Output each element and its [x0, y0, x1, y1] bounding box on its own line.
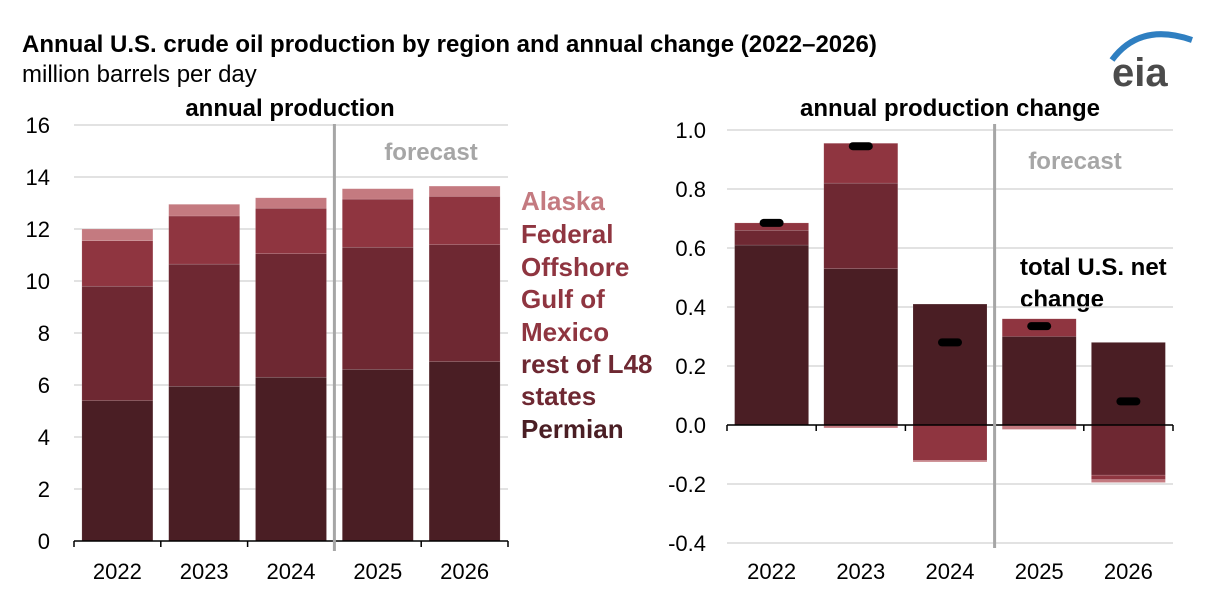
change-xtick-label: 2026 [1104, 559, 1153, 584]
production-bar-alaska-2026 [428, 185, 501, 197]
change-panel-title: annual production change [800, 95, 1100, 122]
change-xtick-label: 2024 [926, 559, 975, 584]
legend-alaska: Alaska [521, 186, 605, 216]
chart-title: Annual U.S. crude oil production by regi… [22, 31, 877, 58]
eia-logo-arc [1109, 31, 1193, 62]
change-net-change-marker-2023 [848, 142, 873, 151]
change-ytick-label: 1.0 [675, 118, 706, 143]
production-bar-alaska-2025 [342, 188, 414, 200]
production-xtick-label: 2025 [353, 559, 402, 584]
production-bar-rest-of-l48-states-2023 [168, 263, 240, 387]
production-panel-title: annual production [185, 95, 394, 122]
change-bar-gulf-of-mexico-2026 [1091, 474, 1166, 480]
production-bar-gulf-of-mexico-2023 [168, 215, 240, 265]
production-bar-gulf-of-mexico-2022 [81, 240, 154, 287]
change-bar-rest-of-l48-states-2026 [1091, 424, 1166, 476]
change-xtick-label: 2023 [836, 559, 885, 584]
legend-rest-of-l48: rest of L48 [521, 349, 653, 379]
production-ytick-label: 0 [38, 529, 50, 554]
production-bar-rest-of-l48-states-2026 [428, 244, 501, 362]
change-bar-permian-2023 [823, 268, 899, 426]
change-net-change-marker-2024 [938, 338, 962, 347]
production-bar-permian-2022 [81, 400, 154, 542]
change-bar-alaska-2026 [1091, 479, 1166, 483]
production-xtick-label: 2023 [180, 559, 229, 584]
legend-states: states [521, 381, 596, 411]
eia-logo-text: eia [1112, 51, 1168, 95]
change-bar-rest-of-l48-states-2023 [823, 182, 899, 269]
production-xtick-label: 2022 [93, 559, 142, 584]
change-bar-rest-of-l48-states-2022 [734, 230, 809, 246]
change-panel: annual production change forecast total … [668, 95, 1174, 584]
production-ytick-label: 10 [26, 269, 50, 294]
production-marks: 0 2 4 6 8 10 12 14 16 2022 2023 2024 2025 2026 [26, 113, 509, 584]
production-ytick-label: 8 [38, 321, 50, 346]
legend-permian: Permian [521, 414, 624, 444]
production-xtick-label: 2026 [440, 559, 489, 584]
production-ytick-label: 12 [26, 217, 50, 242]
change-xtick-label: 2022 [747, 559, 796, 584]
production-bar-gulf-of-mexico-2024 [255, 207, 327, 254]
eia-logo: eia [1109, 31, 1193, 95]
production-bar-permian-2023 [168, 386, 240, 542]
change-bar-permian-2026 [1091, 342, 1166, 426]
production-bar-permian-2025 [342, 369, 414, 542]
change-ytick-label: -0.2 [668, 472, 706, 497]
change-ytick-label: 0.6 [675, 236, 706, 261]
chart-subtitle: million barrels per day [22, 61, 257, 88]
production-bar-alaska-2024 [255, 197, 327, 209]
change-net-change-marker-2026 [1116, 397, 1141, 406]
net-change-annotation-line1: total U.S. net [1020, 254, 1167, 281]
production-bar-rest-of-l48-states-2024 [255, 253, 327, 378]
change-ytick-label: 0.4 [675, 295, 706, 320]
change-ytick-label: 0.0 [675, 413, 706, 438]
legend-gulf-of: Gulf of [521, 284, 605, 314]
change-xtick-label: 2025 [1015, 559, 1064, 584]
production-ytick-label: 14 [26, 165, 50, 190]
change-ytick-label: 0.2 [675, 354, 706, 379]
change-forecast-label: forecast [1028, 148, 1121, 175]
production-bar-gulf-of-mexico-2025 [342, 198, 414, 248]
change-bar-alaska-2024 [912, 460, 988, 463]
production-forecast-label: forecast [384, 139, 477, 166]
change-ytick-label: -0.4 [668, 531, 706, 556]
production-ytick-label: 2 [38, 477, 50, 502]
change-ytick-label: 0.8 [675, 177, 706, 202]
production-ytick-label: 4 [38, 425, 50, 450]
production-ytick-label: 16 [26, 113, 50, 138]
change-marks: -0.4 -0.2 0.0 0.2 0.4 0.6 0.8 1.0 2022 2023 2024 20… [668, 118, 1174, 584]
production-xtick-label: 2024 [267, 559, 316, 584]
production-panel: annual production forecast 0 2 4 6 8 10 12 14 16… [26, 95, 509, 584]
production-bar-gulf-of-mexico-2026 [428, 196, 501, 245]
production-bar-alaska-2022 [81, 228, 154, 241]
change-net-change-marker-2022 [759, 218, 784, 227]
production-bar-rest-of-l48-states-2022 [81, 285, 154, 401]
legend: Alaska Federal Offshore Gulf of Mexico r… [521, 186, 653, 444]
change-bar-gulf-of-mexico-2024 [912, 424, 988, 461]
legend-mexico: Mexico [521, 317, 609, 347]
net-change-annotation-line2: change [1020, 286, 1104, 313]
legend-offshore: Offshore [521, 252, 629, 282]
legend-federal: Federal [521, 219, 614, 249]
change-bar-permian-2022 [734, 244, 809, 426]
change-bar-permian-2025 [1001, 336, 1077, 426]
production-ytick-label: 6 [38, 373, 50, 398]
production-bar-permian-2026 [428, 361, 501, 542]
production-bar-permian-2024 [255, 376, 327, 542]
change-net-change-marker-2025 [1027, 322, 1052, 331]
production-bar-rest-of-l48-states-2025 [342, 246, 414, 370]
production-bar-alaska-2023 [168, 204, 240, 217]
change-bar-permian-2024 [912, 303, 988, 426]
